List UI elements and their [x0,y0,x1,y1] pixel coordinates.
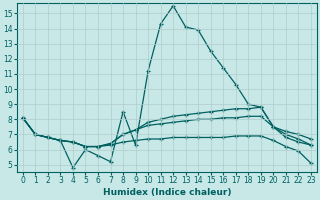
X-axis label: Humidex (Indice chaleur): Humidex (Indice chaleur) [103,188,231,197]
